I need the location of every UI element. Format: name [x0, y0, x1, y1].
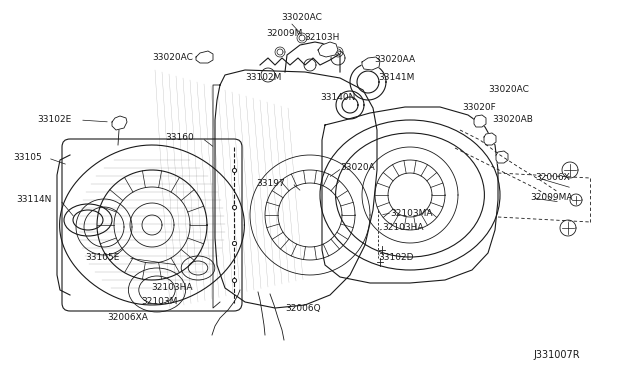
- Polygon shape: [362, 57, 380, 70]
- Text: 32006XA: 32006XA: [107, 314, 148, 323]
- Text: 33020AC: 33020AC: [282, 13, 323, 22]
- Text: 33020AB: 33020AB: [492, 115, 533, 125]
- Text: 33020A: 33020A: [340, 164, 375, 173]
- Text: 33197: 33197: [256, 179, 285, 187]
- Text: 33102E: 33102E: [38, 115, 72, 125]
- Polygon shape: [484, 133, 496, 145]
- Text: 32009M: 32009M: [266, 29, 302, 38]
- Text: 32103H: 32103H: [304, 33, 340, 42]
- Polygon shape: [496, 151, 508, 163]
- Polygon shape: [474, 115, 486, 127]
- Text: 33160: 33160: [165, 134, 194, 142]
- Text: 32009MA: 32009MA: [530, 193, 573, 202]
- Text: 33102D: 33102D: [378, 253, 413, 263]
- Text: 33020AC: 33020AC: [488, 86, 529, 94]
- Text: 32006X: 32006X: [535, 173, 570, 183]
- Text: 33020F: 33020F: [462, 103, 496, 112]
- Text: 32103MA: 32103MA: [390, 208, 433, 218]
- Text: 33102M: 33102M: [246, 74, 282, 83]
- Text: 33141M: 33141M: [378, 74, 414, 83]
- Text: 33020AC: 33020AC: [152, 54, 193, 62]
- Text: 33105E: 33105E: [86, 253, 120, 263]
- Polygon shape: [196, 51, 213, 63]
- Text: 32103HA: 32103HA: [152, 283, 193, 292]
- Text: 33114N: 33114N: [17, 196, 52, 205]
- Text: 33020AA: 33020AA: [374, 55, 415, 64]
- Text: 33105: 33105: [13, 154, 42, 163]
- Text: 33140N: 33140N: [320, 93, 356, 103]
- Text: 32103M: 32103M: [141, 298, 178, 307]
- Text: J331007R: J331007R: [533, 350, 580, 360]
- Polygon shape: [112, 116, 127, 130]
- Text: 32103HA: 32103HA: [382, 224, 424, 232]
- Text: 32006Q: 32006Q: [285, 304, 321, 312]
- Polygon shape: [318, 42, 338, 57]
